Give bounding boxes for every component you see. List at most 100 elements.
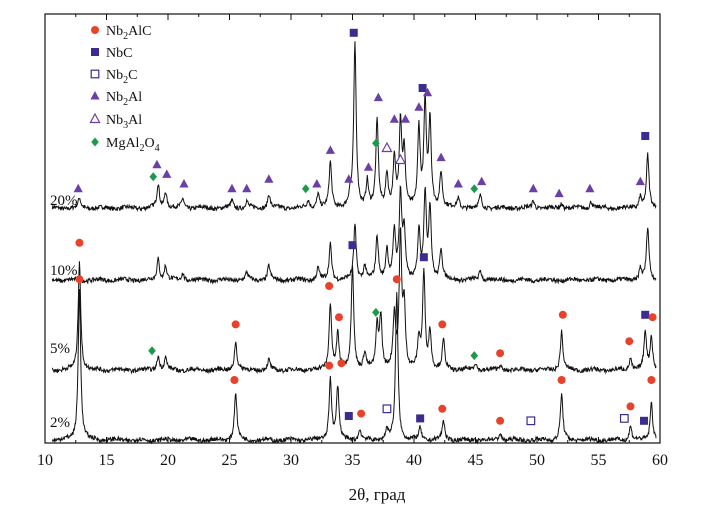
data-marker-square bbox=[418, 84, 427, 92]
legend-label-nbc: NbC bbox=[106, 46, 132, 61]
data-marker-square bbox=[348, 241, 357, 250]
data-marker-circle bbox=[392, 275, 401, 284]
x-axis-title: 2θ, град bbox=[349, 485, 406, 504]
data-marker-triangle bbox=[325, 145, 335, 154]
data-marker-circle bbox=[325, 361, 334, 370]
data-marker-diamond bbox=[470, 184, 479, 194]
data-marker-square bbox=[641, 132, 650, 140]
series-line-20pct bbox=[51, 41, 657, 213]
data-marker-triangle bbox=[344, 174, 354, 183]
series-line-2pct bbox=[51, 289, 657, 445]
x-tick-label: 35 bbox=[345, 452, 361, 469]
data-marker-circle bbox=[647, 376, 656, 384]
data-marker-triangle-open bbox=[394, 153, 407, 165]
data-marker-triangle bbox=[585, 183, 595, 193]
data-marker-triangle bbox=[477, 176, 487, 186]
x-tick-label: 55 bbox=[591, 452, 607, 469]
x-tick-label: 40 bbox=[406, 452, 422, 469]
x-tick-label: 20 bbox=[160, 452, 176, 469]
data-marker-circle bbox=[438, 404, 447, 413]
x-tick-label: 60 bbox=[652, 452, 668, 469]
data-marker-triangle bbox=[635, 176, 645, 186]
data-marker-square bbox=[641, 310, 650, 319]
x-tick-label: 50 bbox=[529, 452, 545, 469]
data-marker-circle bbox=[625, 337, 634, 346]
data-marker-triangle bbox=[264, 174, 274, 183]
x-tick-label: 25 bbox=[222, 452, 238, 469]
data-marker-circle bbox=[357, 409, 366, 418]
x-tick-label: 10 bbox=[37, 452, 53, 469]
data-marker-triangle bbox=[436, 152, 446, 162]
data-marker-square-open bbox=[382, 404, 392, 414]
data-marker-square bbox=[419, 253, 428, 262]
data-marker-triangle bbox=[389, 114, 399, 123]
data-marker-triangle bbox=[554, 188, 564, 198]
legend-label-nb2al: Nb2Al bbox=[106, 90, 142, 108]
data-marker-triangle bbox=[528, 183, 538, 193]
data-marker-triangle bbox=[373, 92, 383, 102]
series-line-5pct bbox=[51, 227, 657, 375]
data-marker-triangle bbox=[152, 159, 162, 169]
legend-label-mgal2o4: MgAl2O4 bbox=[106, 136, 160, 154]
data-marker-square-open bbox=[619, 414, 629, 423]
data-marker-diamond bbox=[148, 346, 156, 356]
x-tick-label: 45 bbox=[468, 452, 484, 469]
data-marker-circle bbox=[496, 349, 505, 358]
data-marker-triangle bbox=[422, 87, 433, 97]
data-marker-triangle bbox=[179, 179, 189, 188]
legend: Nb2AlC NbC Nb2C Nb2Al Nb3Al MgAl2O4 bbox=[89, 24, 160, 154]
data-marker-circle bbox=[325, 282, 334, 290]
data-marker-circle bbox=[337, 359, 346, 368]
data-marker-circle bbox=[626, 402, 635, 411]
data-marker-circle bbox=[648, 313, 657, 322]
data-marker-circle bbox=[496, 416, 505, 425]
data-marker-square bbox=[344, 412, 353, 420]
data-marker-circle bbox=[557, 376, 566, 384]
data-marker-triangle bbox=[242, 183, 252, 193]
series-label-20pct: 20% bbox=[50, 193, 78, 209]
series-line-10pct bbox=[51, 185, 657, 285]
legend-marker-mgal2o4 bbox=[91, 137, 99, 147]
data-marker-diamond bbox=[149, 172, 158, 182]
legend-marker-nb2c bbox=[90, 69, 100, 79]
data-marker-circle bbox=[334, 313, 343, 322]
series-label-2pct: 2% bbox=[50, 415, 70, 431]
legend-marker-nb3al bbox=[89, 112, 101, 124]
data-marker-circle bbox=[75, 275, 84, 284]
legend-marker-nbc bbox=[91, 48, 99, 56]
x-tick-label: 30 bbox=[283, 452, 299, 469]
data-marker-circle bbox=[230, 376, 239, 384]
data-marker-triangle bbox=[162, 169, 172, 178]
series-label-5pct: 5% bbox=[50, 341, 70, 357]
data-marker-triangle bbox=[363, 162, 374, 171]
x-tick-label: 15 bbox=[99, 452, 115, 469]
x-axis-ticks: 10 15 20 25 30 35 40 45 50 55 60 bbox=[37, 14, 668, 469]
data-marker-triangle bbox=[400, 114, 410, 123]
data-marker-square bbox=[640, 416, 649, 425]
data-marker-circle bbox=[231, 320, 240, 329]
legend-marker-nb2al bbox=[90, 91, 100, 100]
data-marker-triangle bbox=[312, 179, 322, 188]
data-marker-square bbox=[349, 28, 358, 37]
data-marker-triangle bbox=[453, 179, 463, 188]
data-marker-circle bbox=[558, 310, 567, 319]
data-marker-triangle bbox=[73, 183, 83, 193]
data-marker-square bbox=[416, 414, 425, 423]
data-marker-triangle bbox=[227, 183, 237, 193]
marker-layer bbox=[73, 28, 657, 426]
data-marker-triangle bbox=[414, 102, 424, 111]
legend-marker-nb2alc bbox=[91, 26, 99, 34]
data-marker-circle bbox=[75, 238, 84, 247]
data-marker-circle bbox=[438, 320, 447, 329]
data-marker-diamond bbox=[301, 184, 310, 194]
series-layer bbox=[51, 41, 657, 445]
series-labels: 20% 10% 5% 2% bbox=[50, 193, 78, 431]
data-marker-square-open bbox=[526, 416, 536, 426]
data-marker-diamond bbox=[372, 307, 380, 317]
legend-label-nb3al: Nb3Al bbox=[106, 113, 142, 131]
legend-label-nb2c: Nb2C bbox=[106, 68, 137, 86]
data-marker-diamond bbox=[470, 351, 479, 361]
data-marker-diamond bbox=[372, 138, 380, 148]
series-label-10pct: 10% bbox=[50, 263, 78, 279]
